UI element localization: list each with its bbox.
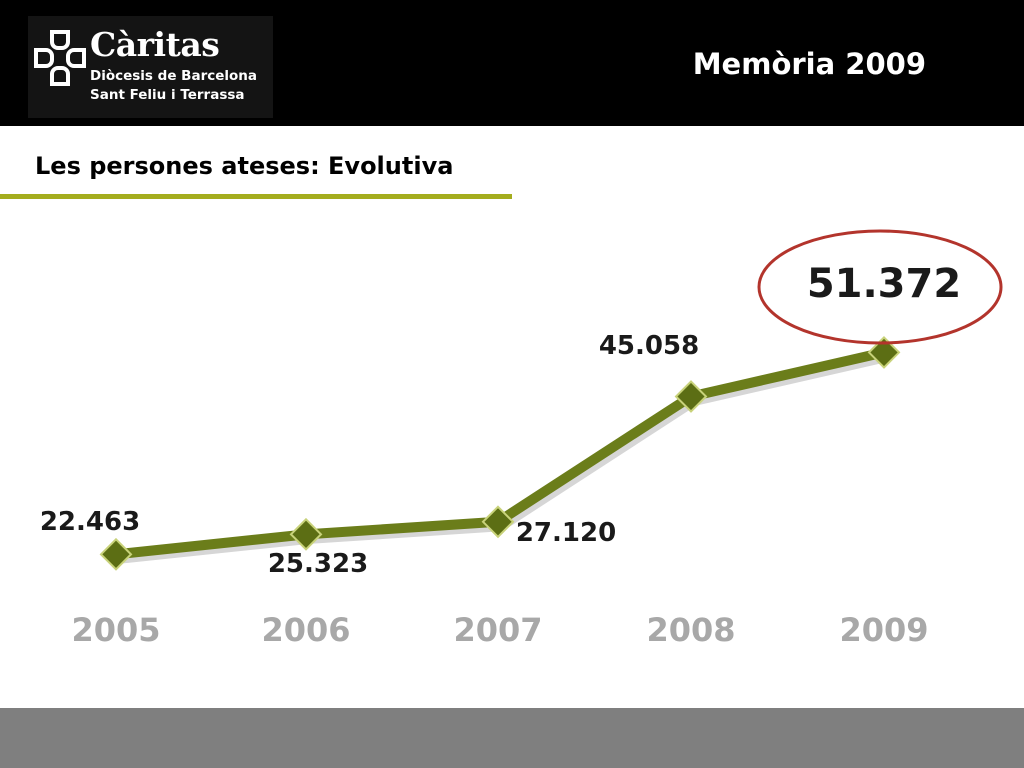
x-tick-label-2007: 2007 [453,611,542,649]
x-tick-label-2006: 2006 [261,611,350,649]
section-title: Les persones ateses: Evolutiva [35,152,454,180]
title-rule [0,194,512,199]
cross-icon [34,30,86,86]
x-tick-label-2009: 2009 [839,611,928,649]
header-title: Memòria 2009 [692,47,926,81]
x-tick-label-2008: 2008 [646,611,735,649]
data-point-2009 [867,336,901,369]
footer-bar [0,708,1024,768]
data-label-2008: 45.058 [599,331,699,361]
data-point-2005 [99,537,133,571]
data-point-2008 [674,380,708,413]
highlight-ring [757,229,1003,345]
caritas-logo: Càritas Diòcesis de Barcelona Sant Feliu… [28,16,273,118]
data-label-2006: 25.323 [268,549,368,579]
data-label-2005: 22.463 [40,507,140,537]
header-bar: Càritas Diòcesis de Barcelona Sant Feliu… [0,0,1024,126]
logo-subtitle-1: Diòcesis de Barcelona [90,68,258,84]
data-label-2007: 27.120 [516,518,616,548]
x-tick-label-2005: 2005 [71,611,160,649]
data-point-2007 [481,505,515,539]
line-chart: 22.463 25.323 27.120 45.058 51.372 2005 2006 20… [40,229,1003,649]
data-label-2009: 51.372 [807,261,961,307]
logo-subtitle-2: Sant Feliu i Terrassa [90,87,245,103]
logo-name: Càritas [90,25,220,64]
data-point-2006 [289,517,323,551]
